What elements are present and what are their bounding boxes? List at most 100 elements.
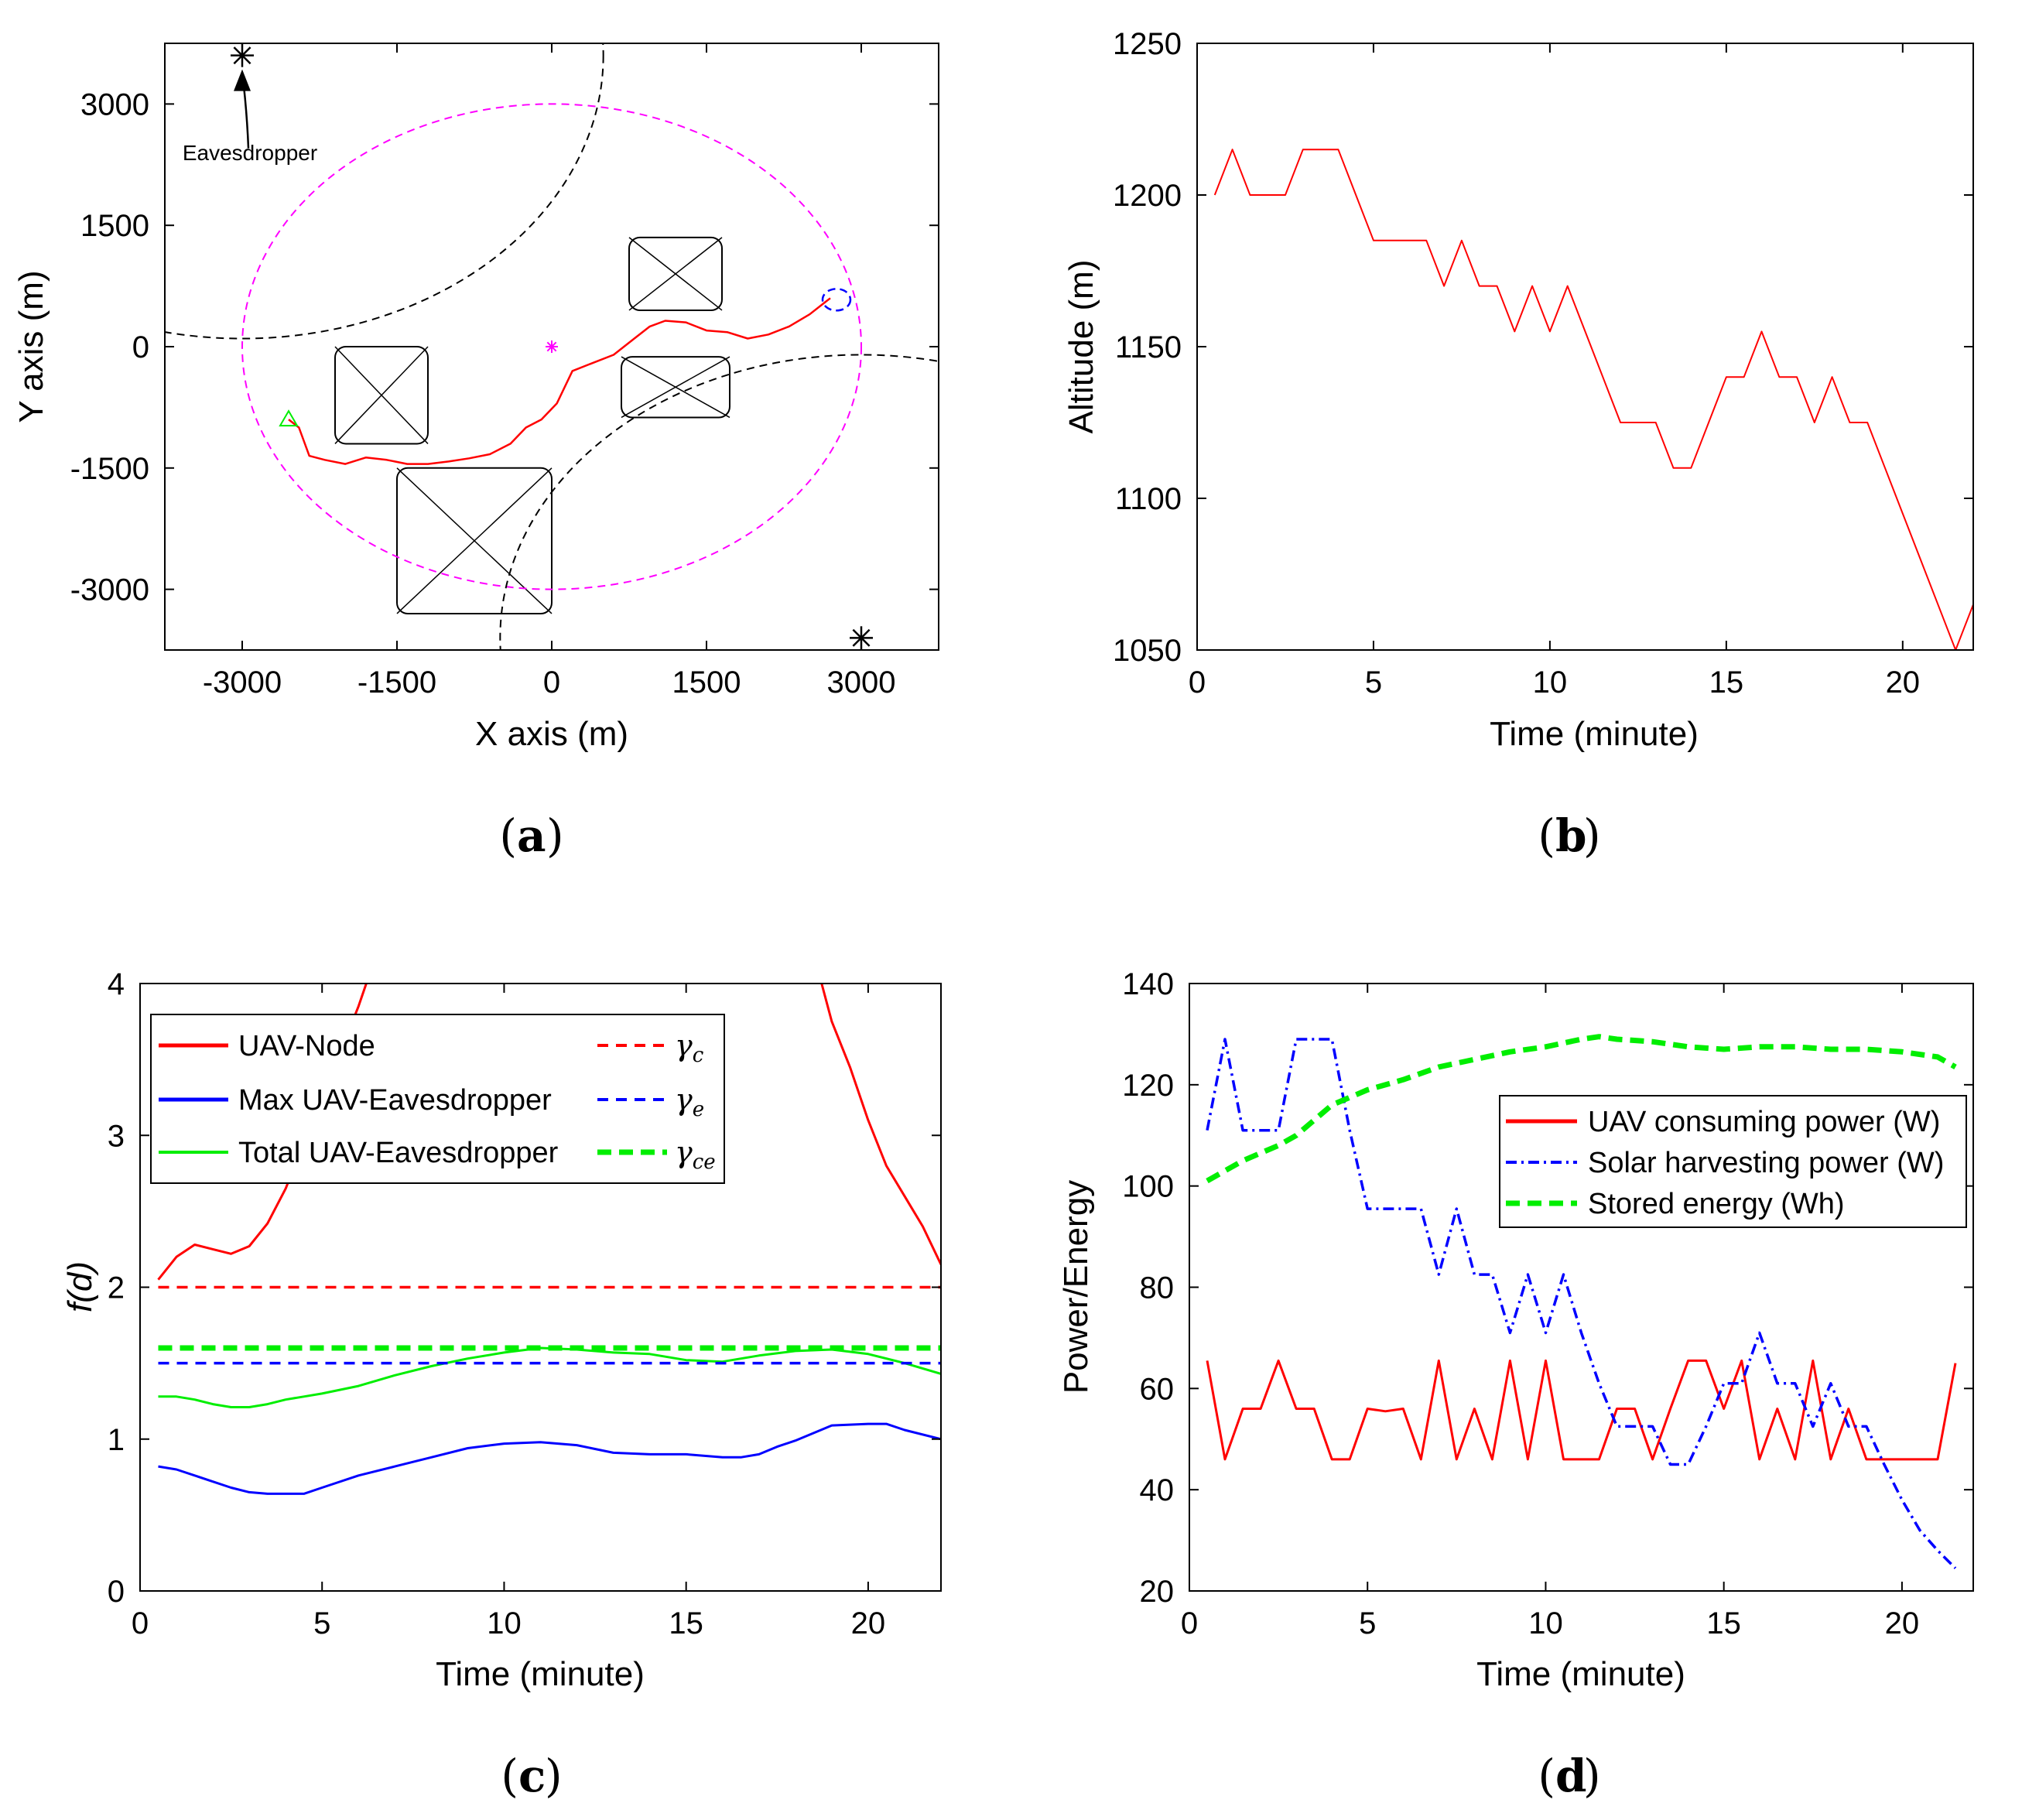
series-line-altitude (1213, 149, 1973, 650)
y-tick-label: 1250 (1113, 27, 1182, 61)
safe-region-ellipse (241, 103, 862, 590)
y-tick-label: 1500 (80, 209, 149, 243)
gamma-c-symbol: γ (675, 1028, 693, 1062)
eavesdropper-marker (233, 46, 251, 65)
panel-a-label: ( a ) (499, 809, 563, 862)
legend-label-uav-node: UAV-Node (238, 1030, 375, 1062)
panel-c-label: ( c ) (501, 1750, 562, 1802)
panel-a-clipped (165, 43, 939, 650)
x-tick-label: 20 (1885, 1606, 1920, 1640)
panel-d-ylabel: Power/Energy (1057, 1180, 1095, 1394)
x-tick-label: 15 (669, 1606, 703, 1640)
legend-label-consuming: UAV consuming power (W) (1588, 1106, 1940, 1138)
y-tick-label: 0 (132, 330, 149, 364)
obstacle-building (621, 356, 730, 419)
x-tick-label: 15 (1709, 665, 1744, 700)
obstacle-building (334, 346, 429, 445)
panel-d-plot-area (1206, 1034, 1957, 1569)
panel-b-label-open: ( (1538, 809, 1555, 862)
annotation-arrow-head (234, 69, 251, 91)
eavesdropper-annotation: Eavesdropper (183, 141, 317, 165)
panel-d-ticks: 0 5 10 15 20 20 40 60 80 100 120 140 (1122, 967, 1973, 1640)
x-tick-label: 10 (487, 1606, 522, 1640)
panel-b-clipped (1213, 149, 1973, 650)
obstacle-cross (396, 467, 553, 614)
y-tick-label: 80 (1140, 1271, 1175, 1305)
panel-c-legend-box (150, 1014, 725, 1184)
x-tick-label: 0 (132, 1606, 149, 1640)
panel-b-ticks: 0 5 10 15 20 1050 1100 1150 1200 1250 (1113, 27, 1973, 700)
y-tick-label: -1500 (70, 452, 149, 486)
panel-a-ylabel: Y axis (m) (12, 270, 50, 422)
center-node-marker (546, 341, 557, 352)
obstacle-cross (334, 346, 429, 444)
panel-c-xlabel: Time (minute) (436, 1655, 645, 1693)
y-tick-label: 2 (108, 1271, 125, 1305)
y-tick-label: 1050 (1113, 634, 1182, 668)
x-tick-label: 1500 (672, 665, 741, 700)
panel-c-label-letter: c (518, 1750, 546, 1802)
x-tick-label: 15 (1706, 1606, 1741, 1640)
panel-b-label-close: ) (1583, 809, 1601, 862)
x-tick-label: 0 (1181, 1606, 1198, 1640)
series-line-stored-energy-wh- (1206, 1034, 1957, 1184)
y-tick-label: 0 (108, 1575, 125, 1609)
panel-a-label-open: ( (499, 809, 517, 862)
series-line-total-uav-eavesdropper (158, 1346, 941, 1408)
obstacle-building (628, 236, 723, 311)
x-tick-label: -3000 (203, 665, 282, 700)
obstacle-cross (621, 356, 730, 419)
eavesdropper-range-circle (165, 43, 604, 340)
x-tick-label: 5 (1365, 665, 1382, 700)
panel-d-legend-box (1499, 1095, 1967, 1228)
panel-c-ylabel: f(d) (61, 1261, 99, 1312)
legend-label-gamma-ce: γce (675, 1135, 716, 1174)
y-tick-label: 1100 (1115, 482, 1182, 516)
series-line-uav-consuming-power-w- (1206, 1359, 1957, 1461)
start-marker-triangle (279, 409, 299, 427)
x-tick-label: 0 (543, 665, 560, 700)
uav-trajectory (288, 297, 831, 465)
x-tick-label: 20 (1886, 665, 1921, 700)
panel-a-trajectory-map: -3000 -1500 0 1500 3000 -3000 -1500 0 1500 3000 X… (12, 43, 939, 862)
gamma-ce-sub: ce (693, 1151, 716, 1174)
panel-b-label-letter: b (1555, 809, 1587, 862)
panel-d-label-letter: d (1555, 1750, 1587, 1802)
panel-d-label-open: ( (1538, 1750, 1555, 1802)
x-tick-label: -1500 (358, 665, 436, 700)
panel-a-ticks: -3000 -1500 0 1500 3000 -3000 -1500 0 1500 3000 (70, 43, 939, 700)
y-tick-label: 1150 (1115, 330, 1182, 364)
y-tick-label: 140 (1122, 967, 1174, 1001)
gamma-e-sub: e (693, 1098, 704, 1121)
legend-label-stored: Stored energy (Wh) (1588, 1188, 1845, 1220)
panel-b-ylabel: Altitude (m) (1062, 260, 1100, 434)
panel-c-ticks: 0 5 10 15 20 0 1 2 3 4 (108, 967, 941, 1640)
y-tick-label: 3000 (80, 87, 149, 121)
panel-c-label-open: ( (501, 1750, 518, 1802)
panel-d-axes-frame (1189, 983, 1974, 1592)
x-tick-label: 3000 (827, 665, 896, 700)
legend-label-gamma-e: γe (675, 1083, 704, 1121)
y-tick-label: -3000 (70, 573, 149, 607)
gamma-e-symbol: γ (675, 1083, 693, 1117)
obstacle-cross (628, 237, 723, 311)
series-line-max-uav-eavesdropper (158, 1422, 941, 1495)
end-marker-circle (821, 288, 852, 312)
x-tick-label: 5 (1359, 1606, 1376, 1640)
panel-c-legend: UAV-Node Max UAV-Eavesdropper Total UAV-… (150, 1014, 725, 1184)
y-tick-label: 1200 (1113, 179, 1182, 213)
legend-label-max-uav-eve: Max UAV-Eavesdropper (238, 1084, 552, 1117)
y-tick-label: 120 (1122, 1069, 1174, 1103)
x-tick-label: 20 (851, 1606, 886, 1640)
panel-b-label: ( b ) (1538, 809, 1600, 862)
panel-a-xlabel: X axis (m) (475, 715, 628, 753)
y-tick-label: 3 (108, 1119, 125, 1153)
y-tick-label: 4 (108, 967, 125, 1001)
x-tick-label: 10 (1528, 1606, 1563, 1640)
y-tick-label: 100 (1122, 1170, 1174, 1204)
panel-d-clipped (1206, 1034, 1957, 1569)
gamma-c-sub: c (693, 1044, 704, 1067)
panel-a-label-letter: a (517, 809, 546, 862)
x-tick-label: 10 (1533, 665, 1568, 700)
